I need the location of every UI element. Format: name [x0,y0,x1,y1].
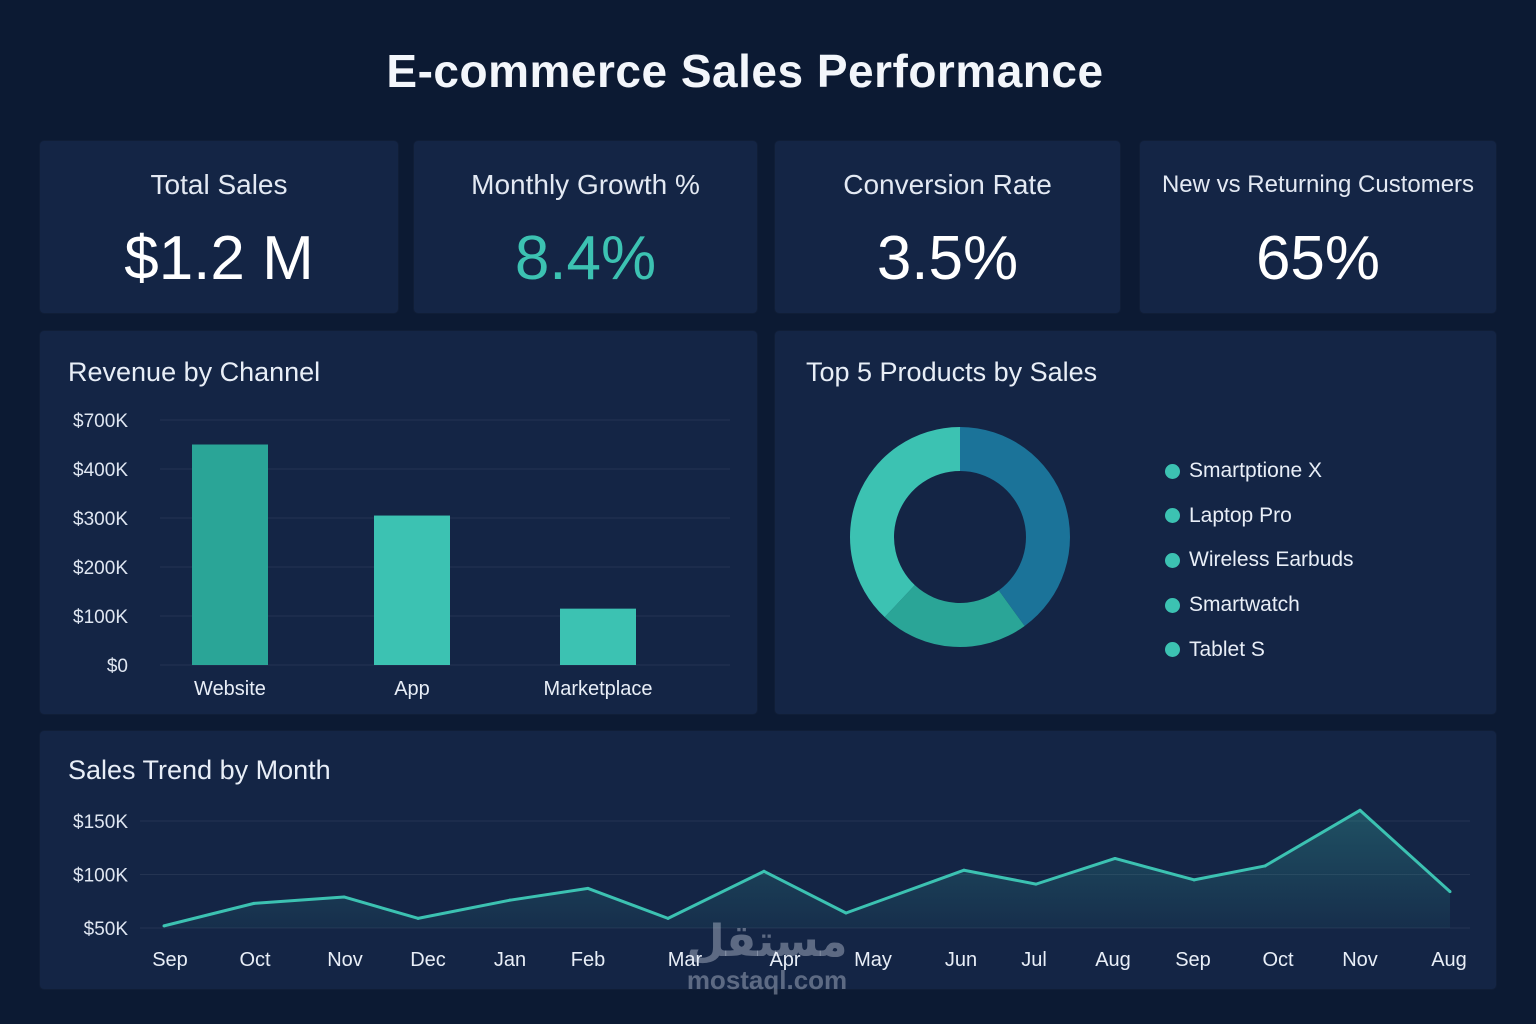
x-tick-label: Feb [571,949,605,971]
bar [560,608,636,665]
legend-dot-icon [1165,597,1180,613]
revenue-by-channel-panel: Revenue by Channel $0 $100K $200K $300K $400… [40,331,757,714]
kpi-card-conversion-rate: Conversion Rate 3.5% [775,141,1120,313]
trend-point [416,916,420,920]
x-tick-label: May [854,949,892,971]
x-tick-label: Dec [410,949,446,971]
trend-point [962,868,966,872]
kpi-card-total-sales: Total Sales $1.2 M [40,141,398,313]
panel-title: Sales Trend by Month [68,755,331,785]
x-tick-label: Marketplace [544,678,653,700]
y-tick-label: $50K [84,919,129,940]
panel-title: Top 5 Products by Sales [806,357,1098,387]
y-tick-label: $0 [107,656,128,677]
trend-point [1263,864,1267,868]
x-tick-label: Jul [1021,949,1047,971]
trend-point [1192,878,1196,882]
y-tick-label: $400K [73,460,128,481]
kpi-value: 3.5% [876,224,1019,293]
trend-point [844,911,848,915]
bar [374,515,450,665]
legend-label: Wireless Earbuds [1189,548,1354,572]
trend-point [762,869,766,873]
x-tick-label: Nov [1342,949,1378,971]
y-tick-label: $100K [73,607,128,628]
legend-dot-icon [1165,642,1180,658]
x-tick-label: Sep [1175,949,1211,971]
legend-label: Smartwatch [1189,593,1300,617]
x-tick-label: Sep [152,949,188,971]
sales-trend-chart: $50K $100K $150K Sep Oct Nov Dec Jan Feb Mar Apr Ma… [73,808,1470,971]
legend-label: Tablet S [1189,637,1265,661]
page-title: E-commerce Sales Performance [386,45,1104,97]
kpi-label: New vs Returning Customers [1161,171,1475,198]
trend-point [1448,890,1452,894]
x-tick-label: Mar [668,949,703,971]
trend-point [1358,808,1362,812]
trend-line [163,808,1452,928]
trend-point [162,924,166,928]
x-tick-label: Apr [769,949,800,971]
kpi-card-monthly-growth: Monthly Growth % 8.4% [414,141,757,313]
legend-item: Smartwatch [1165,583,1354,628]
kpi-value: 65% [1255,224,1381,293]
legend-label: Smartptione X [1189,459,1323,483]
donut-slice [850,427,960,618]
x-tick-label: Aug [1095,949,1131,971]
x-tick-label: Jan [494,949,526,971]
legend-dot-icon [1165,552,1180,568]
top-products-panel: Top 5 Products by Sales Smartptione X Lap… [775,331,1496,714]
donut-slice [884,585,1025,647]
kpi-label: Total Sales [150,169,288,200]
kpi-value: $1.2 M [124,224,314,293]
x-tick-label: Jun [945,949,977,971]
y-tick-label: $150K [73,812,128,833]
kpi-label: Conversion Rate [843,169,1052,200]
x-tick-label: App [394,678,430,700]
x-tick-label: Website [194,678,266,700]
y-tick-label: $100K [73,866,128,887]
x-tick-label: Oct [239,949,271,971]
x-tick-label: Nov [327,949,363,971]
legend-label: Laptop Pro [1189,503,1292,527]
bar [192,444,268,665]
x-tick-label: Oct [1262,949,1294,971]
sales-trend-panel: Sales Trend by Month $50K $100K $150K Sep Oc… [40,731,1496,989]
trend-area [164,810,1450,928]
trend-point [342,895,346,899]
legend-dot-icon [1165,463,1180,479]
legend-item: Smartptione X [1165,449,1354,494]
trend-point [1113,856,1117,860]
products-legend: Smartptione X Laptop Pro Wireless Earbuds S… [1165,449,1354,672]
revenue-bar-chart: $0 $100K $200K $300K $400K $700K Website App Mar… [73,411,730,700]
legend-item: Tablet S [1165,627,1354,672]
legend-item: Wireless Earbuds [1165,538,1354,583]
trend-point [252,901,256,905]
x-tick-label: Aug [1431,949,1467,971]
y-tick-label: $200K [73,558,128,579]
trend-point [1034,882,1038,886]
kpi-card-customers: New vs Returning Customers 65% [1140,141,1496,313]
kpi-value: 8.4% [514,224,657,293]
y-tick-label: $300K [73,509,128,530]
trend-point [666,916,670,920]
trend-point [508,898,512,902]
products-donut-chart [850,427,1070,647]
y-tick-label: $700K [73,411,128,432]
donut-slice [960,427,1070,626]
kpi-label: Monthly Growth % [471,169,700,200]
legend-dot-icon [1165,508,1180,524]
panel-title: Revenue by Channel [68,357,321,387]
trend-point [586,886,590,890]
legend-item: Laptop Pro [1165,494,1354,539]
